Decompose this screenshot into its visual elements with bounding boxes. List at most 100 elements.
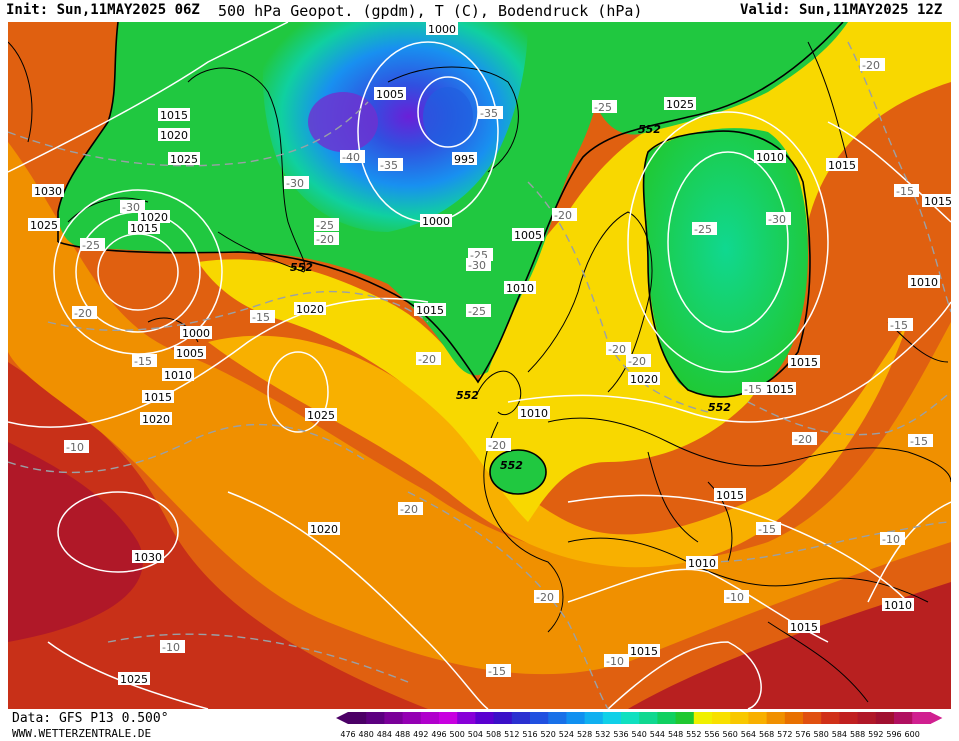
pressure-label-box [664, 97, 696, 110]
weather-map-canvas[interactable]: 1015102010251030102510201015100010051010… [8, 22, 951, 709]
temperature-label-text: -15 [252, 311, 270, 324]
pressure-label: 1015 [788, 355, 820, 369]
pressure-label-box [686, 556, 718, 569]
legend-tick-label: 568 [759, 730, 774, 739]
pressure-label-box [908, 275, 940, 288]
pressure-label: 1010 [686, 556, 718, 570]
legend-tick-label: 600 [905, 730, 920, 739]
temperature-label-box [398, 502, 423, 515]
pressure-label: 1010 [754, 150, 786, 164]
legend-swatch [402, 712, 422, 724]
temperature-label-text: -20 [400, 503, 418, 516]
pressure-label: 1010 [908, 275, 940, 289]
pressure-label-text: 1030 [134, 551, 162, 564]
legend-swatch [803, 712, 822, 724]
pressure-label-text: 1015 [630, 645, 658, 658]
pressure-label-text: 1005 [514, 229, 542, 242]
pressure-label: 1000 [180, 326, 212, 340]
legend-swatch [493, 712, 513, 724]
temperature-label-box [80, 238, 105, 251]
geopotential-label-text: 552 [500, 459, 523, 472]
temperature-label-text: -30 [768, 213, 786, 226]
legend-swatch [511, 712, 531, 724]
pressure-label: 1005 [374, 87, 406, 101]
pressure-label-text: 1020 [296, 303, 324, 316]
legend-tick-label: 484 [377, 730, 392, 739]
pressure-label-box [420, 214, 452, 227]
temperature-label-box [466, 258, 491, 271]
pressure-label-box [138, 210, 170, 223]
geopotential-labels-layer: 552 552 552 552 552 [290, 123, 731, 472]
legend-tick-label: 528 [577, 730, 592, 739]
legend-tick-label: 580 [814, 730, 829, 739]
temperature-label: -15 [894, 184, 919, 198]
temperature-label: -25 [592, 100, 617, 114]
temperature-label-box [756, 522, 781, 535]
pressure-label: 1015 [628, 644, 660, 658]
temperature-label-text: -20 [628, 355, 646, 368]
pressure-label-text: 1015 [790, 621, 818, 634]
legend-tick-label: 476 [340, 730, 355, 739]
pressure-label: 1010 [162, 368, 194, 382]
temperature-label-box [742, 382, 767, 395]
temperature-label-box [534, 590, 559, 603]
geopotential-label: 552 [456, 389, 479, 402]
pressure-label: 995 [452, 152, 477, 166]
pressure-label-box [305, 408, 337, 421]
legend-tick-label: 532 [595, 730, 610, 739]
pressure-label-box [158, 108, 190, 121]
pressure-label: 1025 [664, 97, 696, 111]
temperature-label: -30 [120, 200, 145, 214]
pressure-label-box [140, 412, 172, 425]
temperature-label-box [466, 304, 491, 317]
legend-swatch [566, 712, 586, 724]
legend-swatch [693, 712, 713, 724]
legend-tick-label: 560 [723, 730, 738, 739]
temperature-label: -20 [552, 208, 577, 222]
legend-swatch [912, 712, 931, 724]
pressure-label-box [28, 218, 60, 231]
temperature-label: -30 [284, 176, 309, 190]
legend-swatch [639, 712, 658, 724]
temperature-label: -35 [378, 158, 403, 172]
temperature-label: -20 [792, 432, 817, 446]
website-label: WWW.WETTERZENTRALE.DE [12, 727, 152, 740]
pressure-label-text: 1015 [790, 356, 818, 369]
temperature-label-box [284, 176, 309, 189]
pressure-label-box [32, 184, 64, 197]
legend-tick-label: 576 [795, 730, 810, 739]
temperature-labels-layer: -35-40-35-30-25-20-30-25-20 -15-15-25-30-… [64, 58, 933, 678]
temperature-label-text: -10 [882, 533, 900, 546]
pressure-label-text: 1000 [182, 327, 210, 340]
legend-arrow-left [336, 712, 348, 724]
red-southeast-field [628, 582, 951, 709]
pressure-label-text: 1010 [910, 276, 938, 289]
legend-tick-label: 504 [468, 730, 483, 739]
pressure-label: 1000 [420, 214, 452, 228]
pressure-label-box [922, 194, 951, 207]
pressure-label-box [452, 152, 477, 165]
temperature-label: -15 [250, 310, 275, 324]
geopotential-label: 552 [500, 459, 523, 472]
temperature-label-text: -20 [554, 209, 572, 222]
pressure-label-text: 1015 [416, 304, 444, 317]
pressure-label-box [174, 346, 206, 359]
pressure-label-text: 1010 [520, 407, 548, 420]
pressure-label-box [128, 221, 160, 234]
temperature-label-box [314, 218, 339, 231]
temperature-label-box [72, 306, 97, 319]
pressure-label-text: 1020 [310, 523, 338, 536]
data-source-label: Data: GFS P13 0.500° [12, 711, 169, 726]
temperature-label-box [478, 106, 503, 119]
temperature-label: -30 [766, 212, 791, 226]
isotherms [8, 41, 951, 709]
temperature-label-box [724, 590, 749, 603]
pressure-label: 1005 [512, 228, 544, 242]
legend-tick-label: 564 [741, 730, 756, 739]
temperature-label-box [908, 434, 933, 447]
temperature-label-box [880, 532, 905, 545]
legend-swatch [602, 712, 622, 724]
weather-map[interactable]: 1015 1020 1025 1030 1025 1020 1015 1000 1005 1010… [8, 22, 951, 709]
pressure-label-box [308, 522, 340, 535]
pressure-label: 1005 [174, 346, 206, 360]
